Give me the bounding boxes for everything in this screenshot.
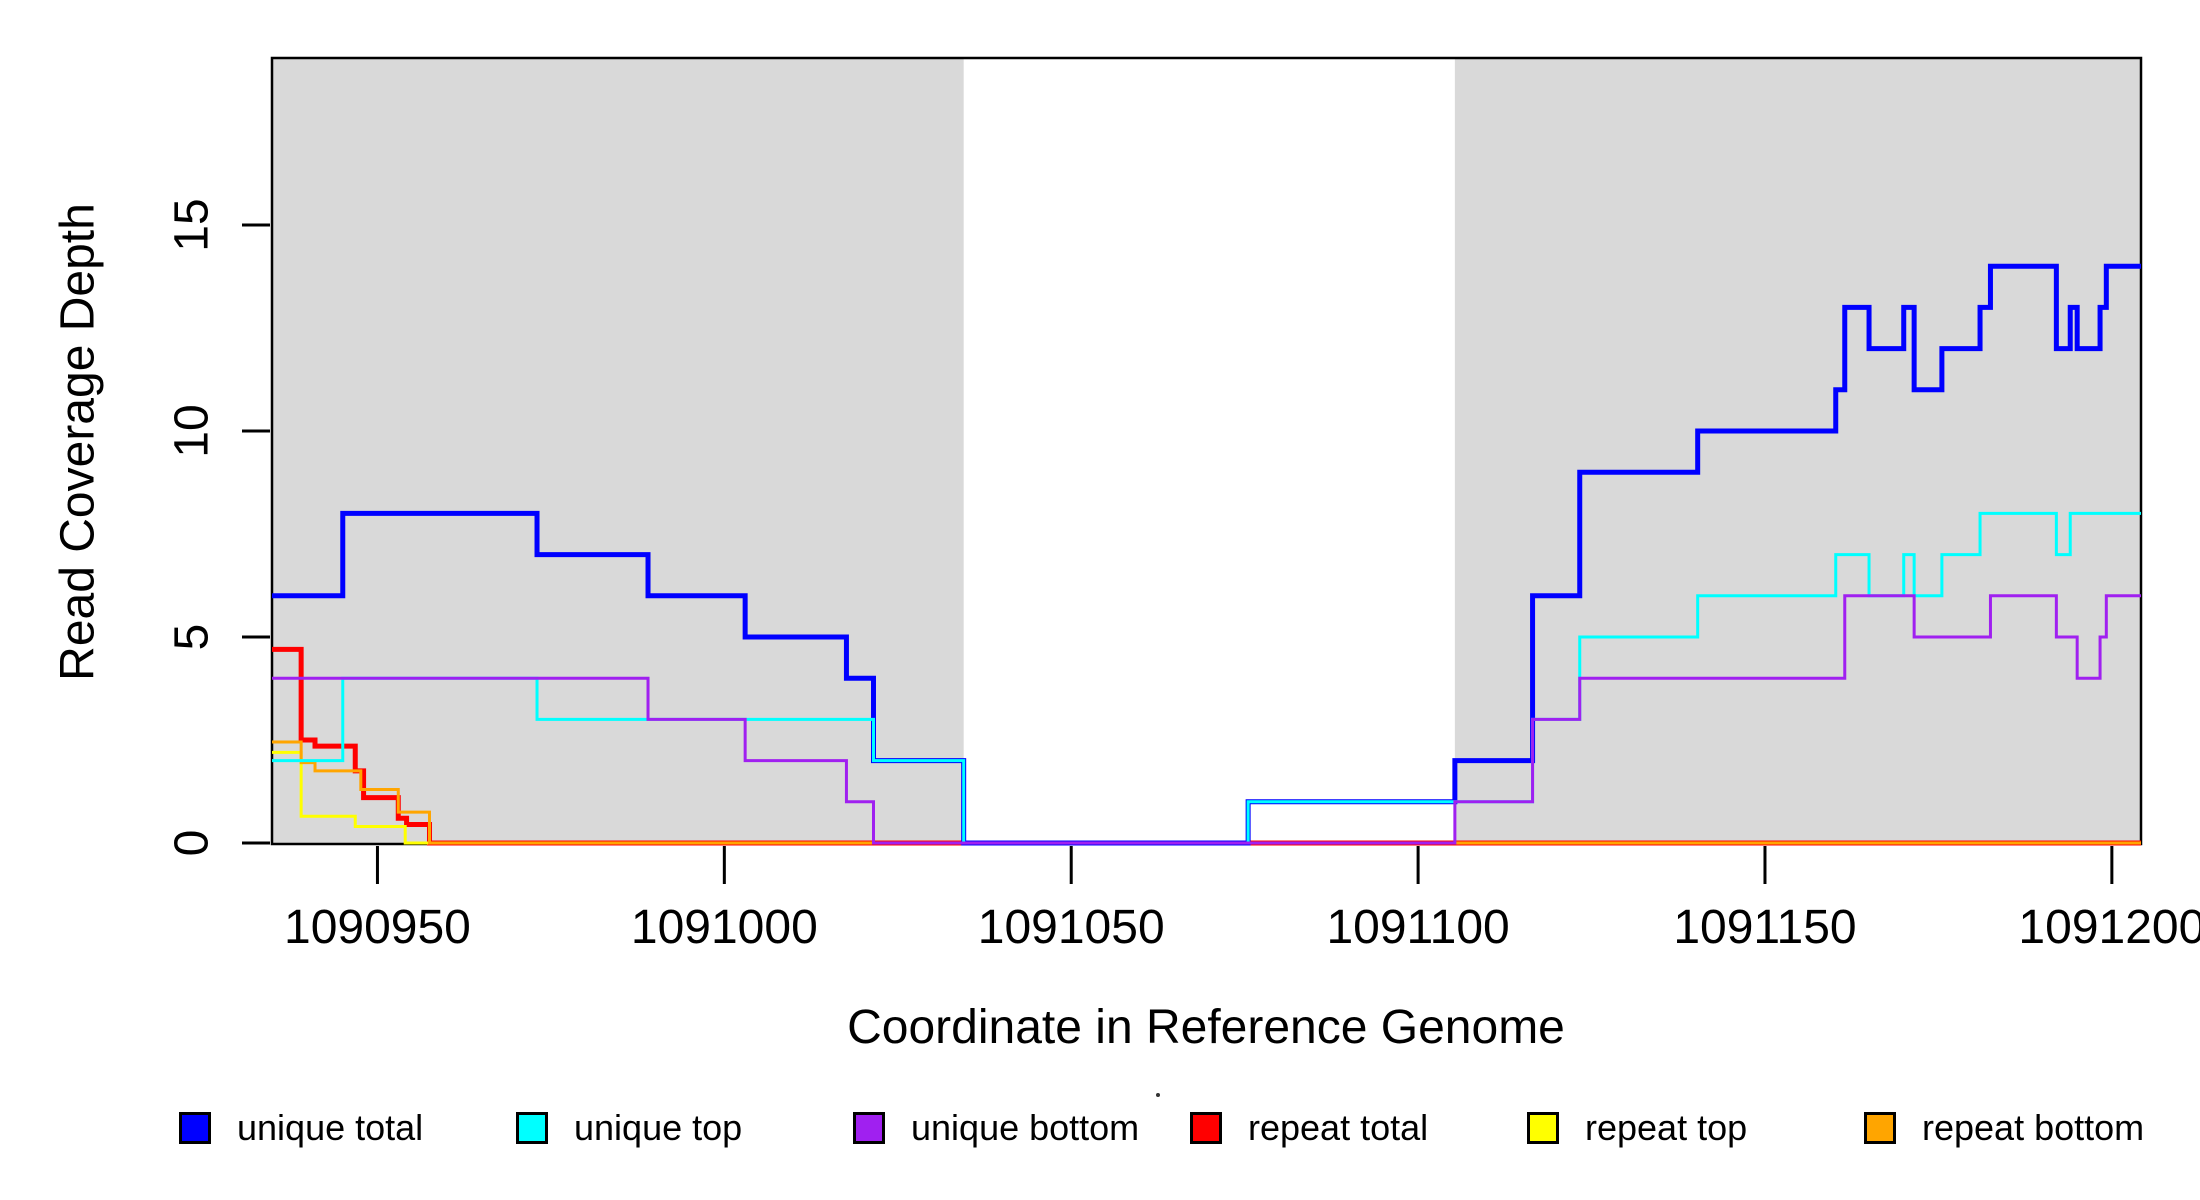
unique-total-swatch-icon [179,1112,211,1144]
legend-label: repeat total [1248,1107,1429,1148]
y-axis-title: Read Coverage Depth [51,203,105,681]
y-tick-label: 10 [165,404,219,458]
x-tick-label: 1091150 [1673,901,1857,954]
artifact-dot [1156,1093,1160,1097]
y-tick-label: 15 [165,198,219,252]
legend-item-repeat-bottom: repeat bottom [1864,1107,2145,1148]
legend-item-repeat-total: repeat total [1190,1107,1429,1148]
unique-top-swatch-icon [516,1112,548,1144]
legend-item-unique-top: unique top [516,1107,743,1148]
x-tick-label: 1091050 [977,901,1165,954]
legend-item-unique-total: unique total [179,1107,424,1148]
repeat-bottom-swatch-icon [1864,1112,1896,1144]
legend-label: unique bottom [911,1107,1140,1148]
repeat-total-swatch-icon [1190,1112,1222,1144]
x-tick-label: 1090950 [284,901,471,954]
x-axis-title: Coordinate in Reference Genome [847,1001,1565,1054]
x-tick-label: 1091100 [1326,901,1510,954]
x-tick-label: 1091000 [630,901,818,954]
y-tick-label: 0 [165,829,219,857]
y-tick-label: 5 [165,623,219,651]
legend-label: repeat bottom [1922,1107,2145,1148]
x-tick-label: 1091200 [2018,901,2200,954]
legend-item-unique-bottom: unique bottom [853,1107,1140,1148]
legend-label: unique top [574,1107,743,1148]
legend-label: unique total [237,1107,424,1148]
legend-item-repeat-top: repeat top [1527,1107,1748,1148]
legend-label: repeat top [1585,1107,1748,1148]
unique-bottom-swatch-icon [853,1112,885,1144]
repeat-top-swatch-icon [1527,1112,1559,1144]
